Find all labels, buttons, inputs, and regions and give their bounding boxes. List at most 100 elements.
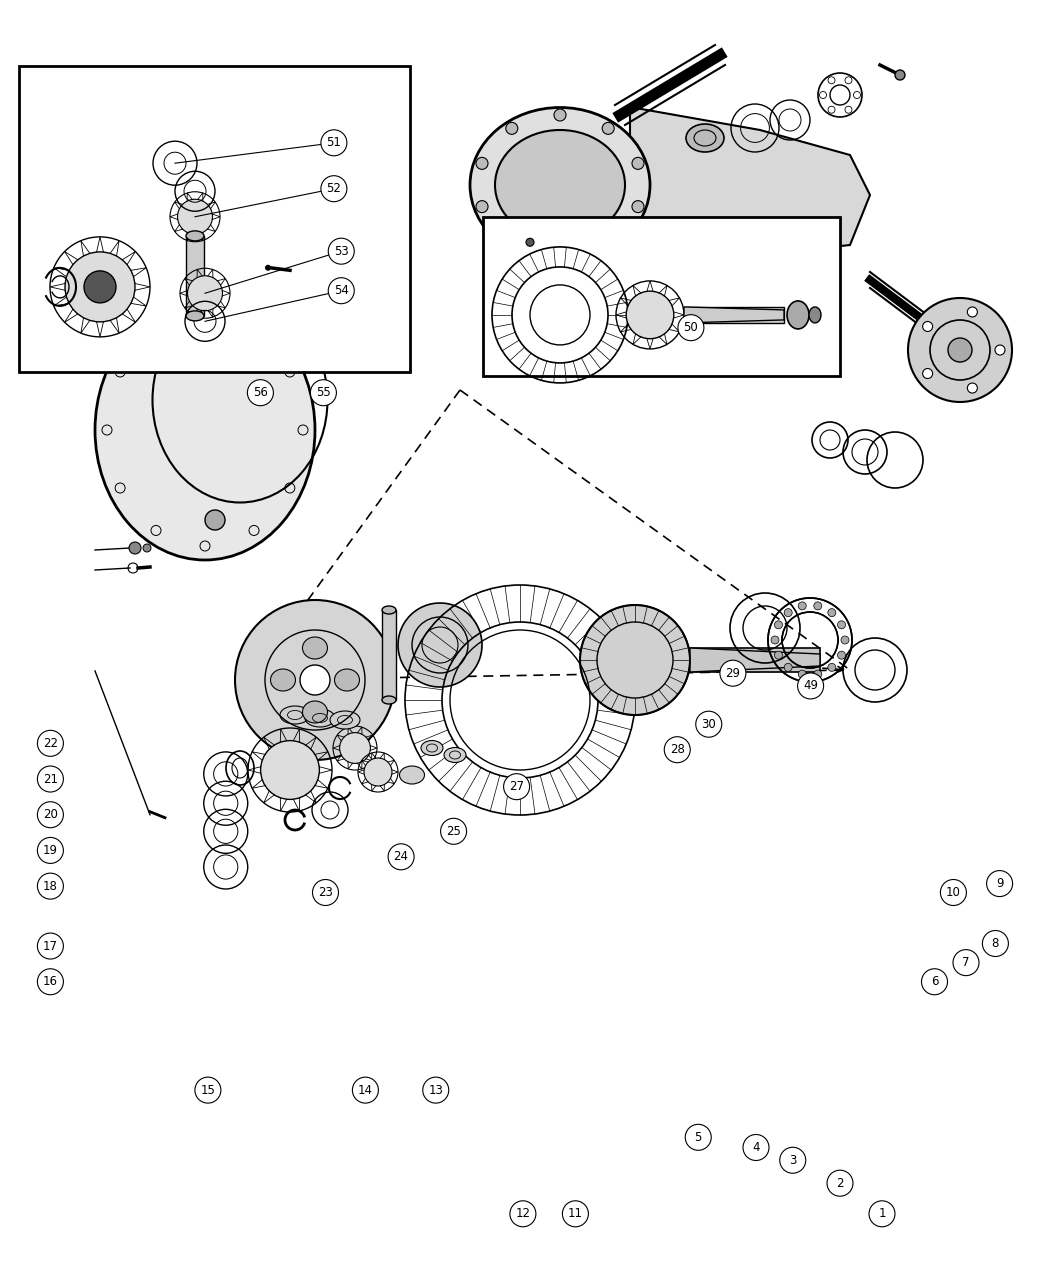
Text: 20: 20 [43,808,58,821]
Circle shape [814,602,822,609]
Circle shape [827,663,836,672]
Circle shape [506,236,518,247]
Bar [684,307,784,323]
Ellipse shape [94,300,315,560]
Circle shape [720,660,746,686]
Circle shape [388,844,414,870]
Circle shape [828,106,835,113]
Circle shape [300,666,330,695]
Ellipse shape [330,711,360,729]
Ellipse shape [470,107,650,263]
Ellipse shape [280,706,310,724]
Text: 52: 52 [327,182,341,195]
Ellipse shape [382,606,396,615]
Text: 1: 1 [878,1207,886,1220]
Text: 18: 18 [43,880,58,892]
Circle shape [153,149,165,161]
Circle shape [941,880,966,905]
Text: 9: 9 [995,877,1004,890]
Circle shape [38,838,63,863]
Circle shape [321,130,347,156]
Circle shape [554,108,566,121]
Circle shape [248,380,273,405]
Circle shape [869,1201,895,1227]
Ellipse shape [186,231,204,241]
Circle shape [827,608,836,617]
Ellipse shape [382,696,396,704]
Circle shape [311,380,336,405]
Circle shape [38,933,63,959]
Circle shape [819,92,826,98]
Circle shape [329,278,354,303]
Circle shape [827,1170,853,1196]
Circle shape [364,759,392,785]
Text: 3: 3 [789,1154,797,1167]
Circle shape [177,199,212,235]
Circle shape [476,157,488,170]
Circle shape [686,1125,711,1150]
Ellipse shape [518,224,543,245]
Circle shape [603,236,614,247]
Circle shape [626,291,674,339]
Circle shape [38,766,63,792]
Circle shape [265,265,271,270]
Circle shape [321,176,347,201]
Circle shape [103,143,127,167]
Ellipse shape [444,747,466,762]
Circle shape [987,871,1012,896]
Circle shape [665,737,690,762]
Circle shape [129,542,141,555]
Text: 29: 29 [726,667,740,680]
Bar [265,170,295,193]
Text: 19: 19 [43,844,58,857]
Bar [382,609,396,700]
Bar [690,648,820,672]
Circle shape [784,663,792,672]
Circle shape [798,673,823,699]
Circle shape [967,382,978,393]
Circle shape [828,76,835,84]
Polygon shape [630,107,870,263]
Text: 49: 49 [803,680,818,692]
Circle shape [339,733,371,764]
Circle shape [260,741,319,799]
Circle shape [775,621,782,629]
Circle shape [441,819,466,844]
Circle shape [838,621,845,629]
Circle shape [212,159,248,196]
Text: 53: 53 [334,245,349,258]
Circle shape [504,774,529,799]
Circle shape [188,275,223,311]
Circle shape [948,338,972,362]
Polygon shape [684,307,784,323]
Text: 24: 24 [394,850,408,863]
Circle shape [580,606,690,715]
Text: 13: 13 [428,1084,443,1096]
Circle shape [854,92,861,98]
Text: 50: 50 [684,321,698,334]
Circle shape [789,319,811,340]
Circle shape [329,238,354,264]
Ellipse shape [788,301,808,329]
Text: 28: 28 [670,743,685,756]
Circle shape [983,931,1008,956]
Ellipse shape [808,307,821,323]
Circle shape [603,122,614,134]
Circle shape [195,1077,220,1103]
Circle shape [771,636,779,644]
Circle shape [65,252,135,321]
Circle shape [756,309,784,337]
Circle shape [838,652,845,659]
Circle shape [784,608,792,617]
Circle shape [743,1135,769,1160]
Circle shape [38,969,63,994]
Circle shape [220,168,240,187]
Ellipse shape [686,124,724,152]
Text: 12: 12 [516,1207,530,1220]
Circle shape [845,76,852,84]
Text: 2: 2 [836,1177,844,1190]
Bar [483,217,840,376]
Text: 6: 6 [930,975,939,988]
Text: 14: 14 [358,1084,373,1096]
Circle shape [74,175,85,187]
